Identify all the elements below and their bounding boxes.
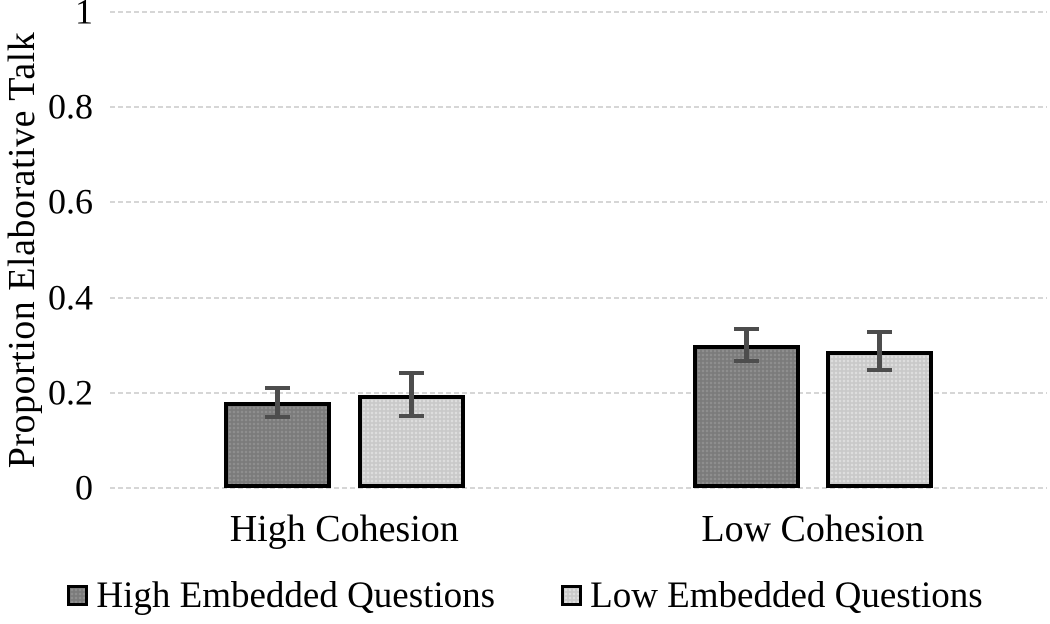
- error-bar-line: [877, 332, 882, 371]
- bar-high-embedded-questions-low-cohesion: [692, 345, 800, 488]
- y-tick-label: 0.2: [48, 372, 93, 413]
- plot-area: [110, 11, 1047, 489]
- bar-low-embedded-questions-high-cohesion: [357, 394, 465, 488]
- legend-item-low-embedded-questions: Low Embedded Questions: [561, 577, 983, 614]
- error-bar-cap-top: [398, 371, 424, 376]
- gridline-0.8: [110, 106, 1047, 109]
- gridline-0.2: [110, 391, 1047, 394]
- error-bar-cap-bottom: [867, 368, 892, 373]
- gridline-1: [110, 11, 1047, 13]
- error-bar-line: [275, 387, 280, 418]
- legend-item-high-embedded-questions: High Embedded Questions: [67, 577, 495, 614]
- y-tick-label: 0.6: [48, 181, 93, 222]
- legend-marker-icon: [67, 585, 89, 606]
- x-axis-labels: High Cohesion Low Cohesion: [110, 506, 1047, 554]
- gridline-0.4: [110, 296, 1047, 299]
- x-category-label-high-cohesion: High Cohesion: [229, 508, 459, 550]
- legend-label: High Embedded Questions: [96, 575, 496, 616]
- error-bar-line: [408, 373, 414, 417]
- error-bar-cap-bottom: [398, 414, 424, 419]
- y-tick-label: 0.4: [48, 276, 93, 317]
- error-bar-cap-bottom: [733, 359, 759, 364]
- y-tick-label: 0: [75, 467, 93, 508]
- error-bar-line: [743, 329, 749, 362]
- error-bar-cap-top: [265, 385, 290, 390]
- y-tick-label: 0.8: [48, 86, 93, 127]
- bar-high-embedded-questions-high-cohesion: [224, 402, 331, 488]
- gridline-0: [110, 487, 1047, 489]
- legend-marker-icon: [561, 585, 583, 606]
- error-bar-cap-top: [867, 330, 892, 335]
- error-bar-cap-bottom: [265, 415, 290, 420]
- legend: High Embedded Questions Low Embedded Ques…: [0, 577, 1050, 614]
- x-category-label-low-cohesion: Low Cohesion: [701, 508, 925, 550]
- y-tick-label: 1: [75, 0, 93, 32]
- legend-label: Low Embedded Questions: [590, 575, 983, 616]
- y-axis-ticks: 0 0.2 0.4 0.6 0.8 1: [0, 0, 93, 505]
- error-bar-cap-top: [733, 327, 759, 332]
- gridline-0.6: [110, 201, 1047, 204]
